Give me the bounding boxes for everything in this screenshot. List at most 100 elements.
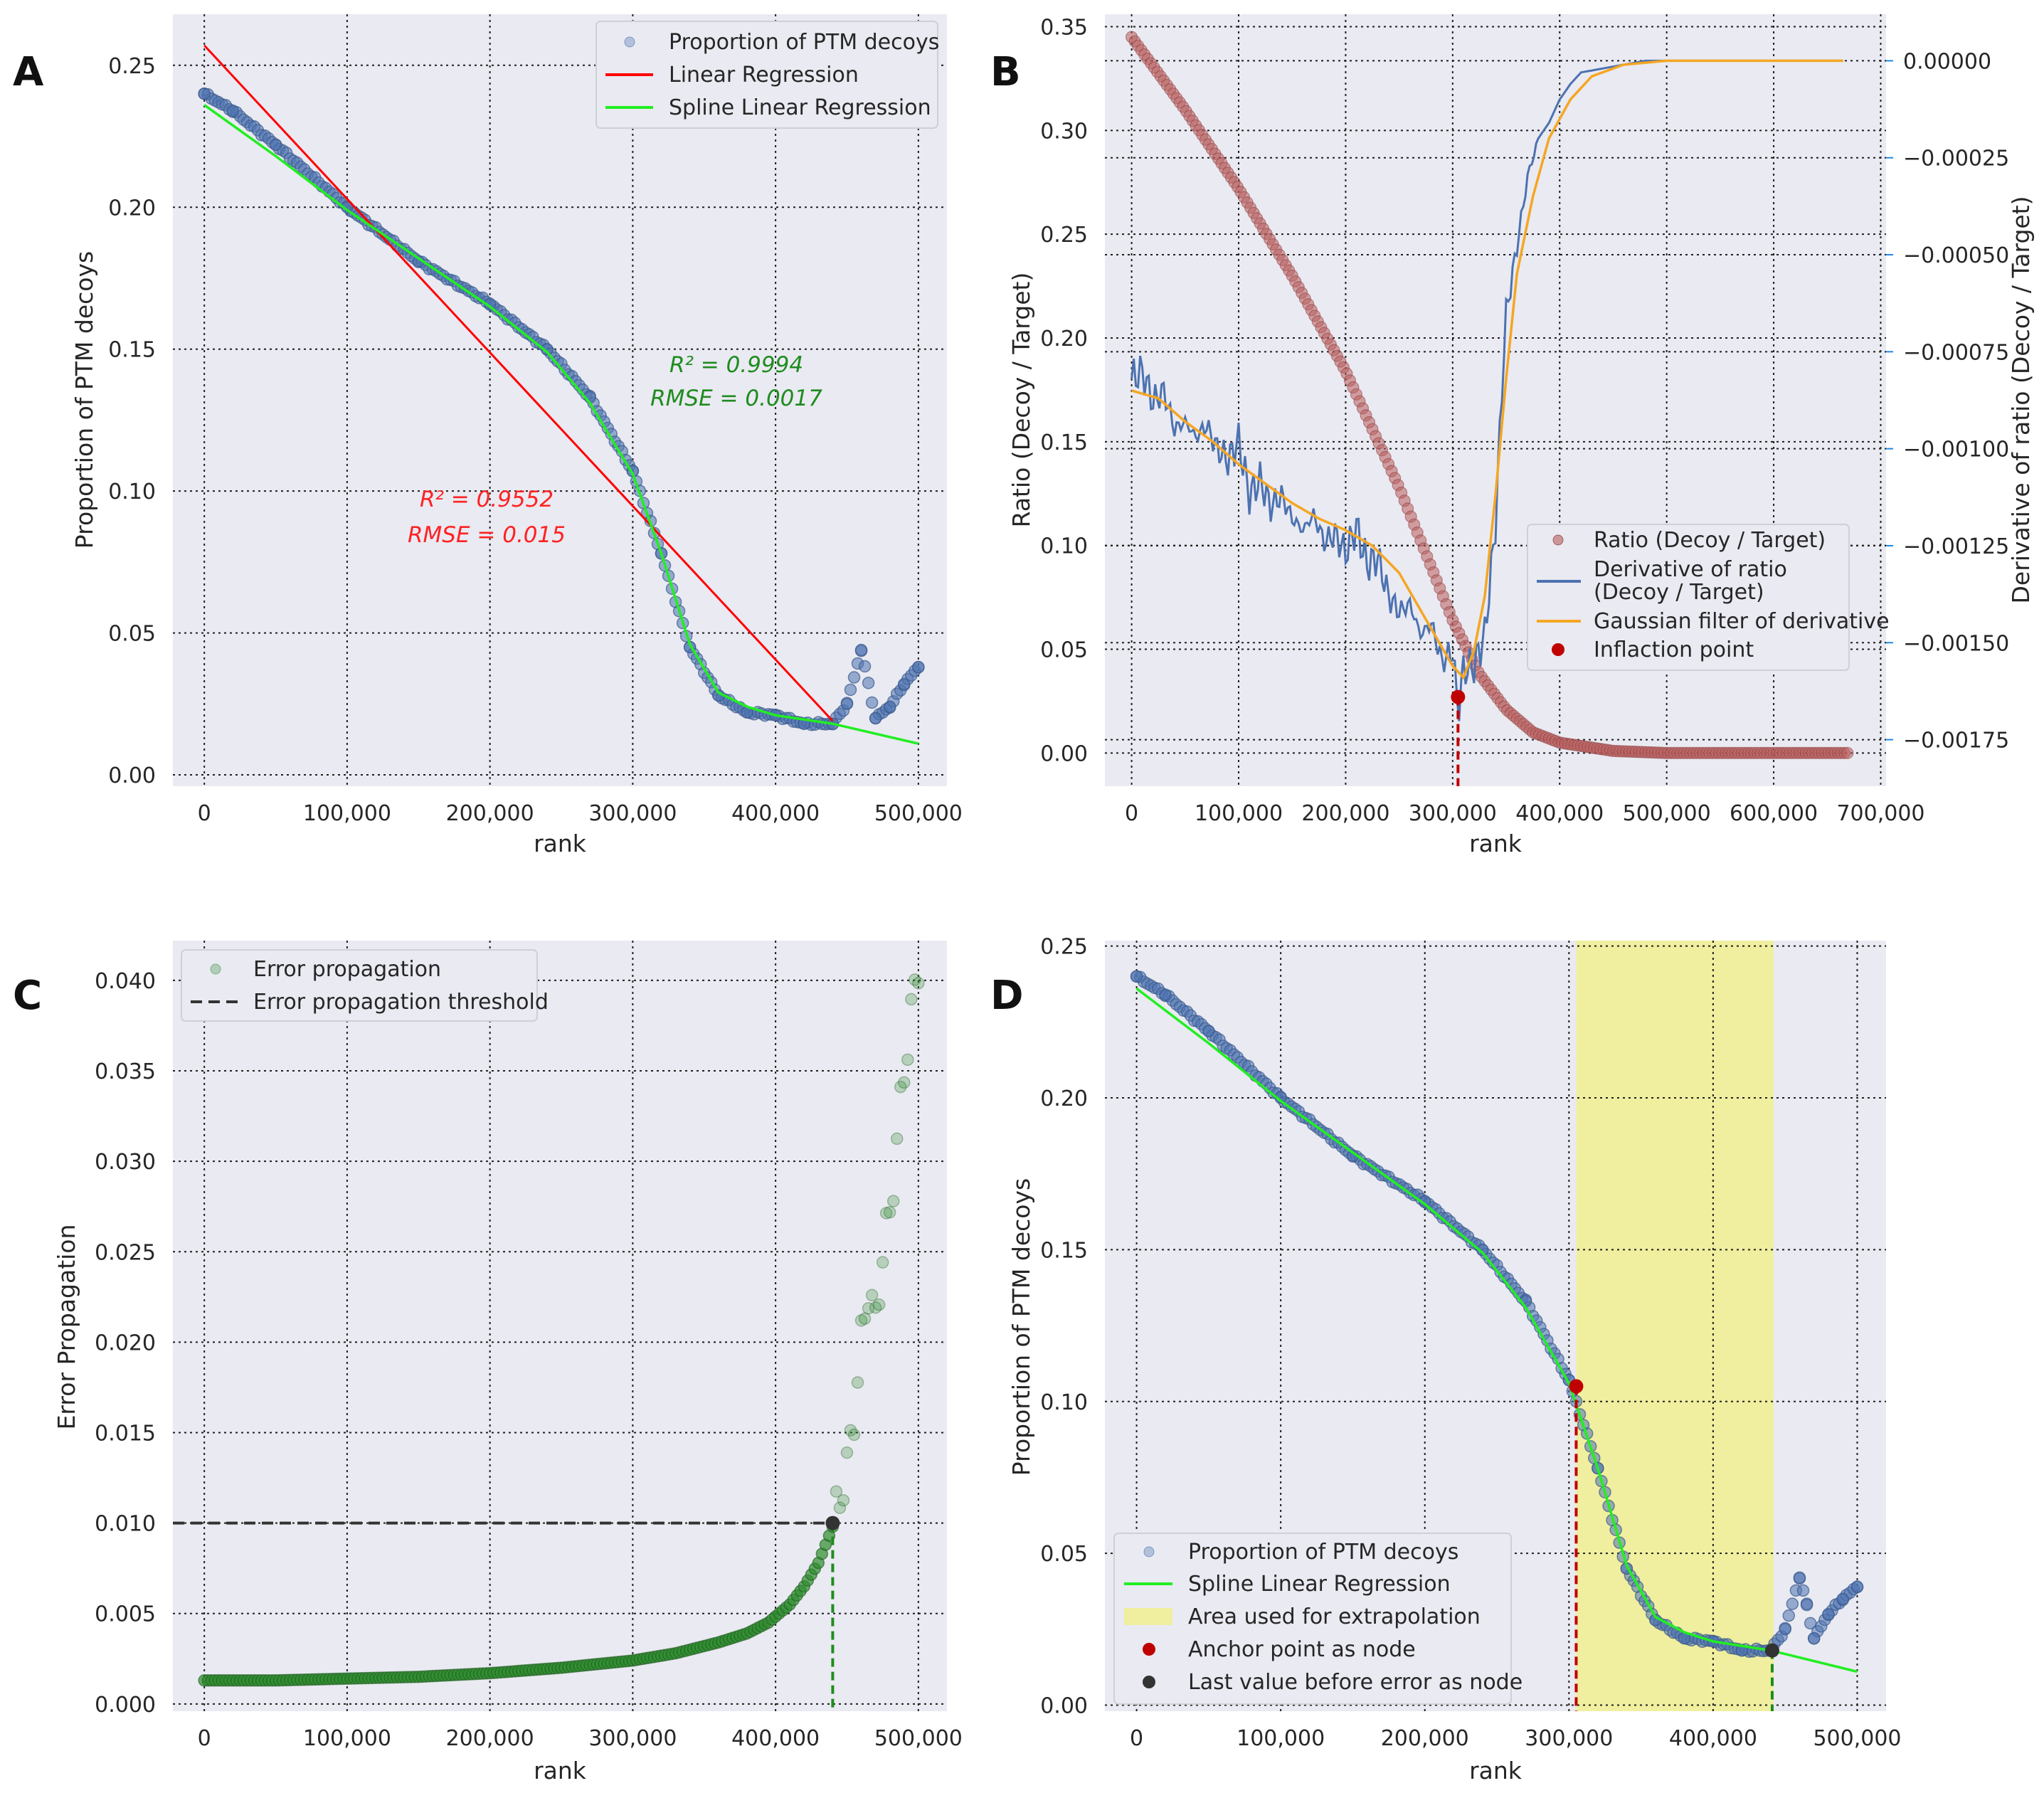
y-tick-label: 0.15 [1040, 1238, 1088, 1263]
legend-a-entry-3: Spline Linear Regression [669, 95, 931, 120]
legend-b-entry-3: Gaussian filter of derivative [1594, 609, 1890, 634]
x-tick-label: 500,000 [1813, 1726, 1901, 1751]
panel-letter-a: A [13, 49, 44, 95]
legend-b-entry-4: Inflaction point [1594, 638, 1754, 662]
legend-d-anchor-marker [1143, 1643, 1155, 1656]
x-tick-label: 500,000 [1623, 801, 1711, 826]
legend-d-entry-3: Area used for extrapolation [1188, 1604, 1481, 1629]
legend-b-entry-1: Ratio (Decoy / Target) [1594, 528, 1826, 553]
annot-linear-rmse: RMSE = 0.015 [408, 522, 566, 548]
ptm-decoy-point [1202, 1025, 1215, 1037]
error-propagation-point [840, 1446, 854, 1459]
legend-c-entry-1: Error propagation [253, 957, 441, 982]
ptm-decoy-point [1836, 1592, 1849, 1605]
panel-b-legend: Ratio (Decoy / Target) Derivative of rat… [1527, 524, 1890, 671]
panel-a-legend: Proportion of PTM decoys Linear Regressi… [595, 21, 939, 129]
x-tick-label: 700,000 [1836, 801, 1924, 826]
y-tick-label: 0.00 [1040, 741, 1088, 766]
y-right-tick-label: −0.00050 [1903, 243, 2009, 268]
y-right-tick-label: −0.00150 [1903, 631, 2009, 656]
panel-d-y-label: Proportion of PTM decoys [1007, 1178, 1035, 1476]
threshold-crossing-point [825, 1516, 840, 1530]
y-tick-label: 0.030 [95, 1150, 156, 1175]
panel-c-legend: Error propagation Error propagation thre… [181, 949, 549, 1022]
ptm-decoy-point [1782, 1609, 1796, 1622]
panel-c-legend-box [181, 949, 538, 1022]
legend-c-scatter-marker [210, 963, 221, 975]
panel-c-x-label: rank [534, 1757, 587, 1784]
ptm-decoy-point [854, 643, 868, 657]
legend-d-area-swatch [1124, 1608, 1172, 1625]
x-tick-label: 500,000 [874, 801, 963, 826]
y-tick-label: 0.20 [1040, 1086, 1088, 1111]
y-tick-label: 0.05 [108, 622, 156, 647]
y-tick-label: 0.25 [1040, 223, 1088, 248]
legend-d-last-value-marker [1143, 1676, 1155, 1688]
y-tick-label: 0.040 [95, 969, 156, 994]
error-propagation-point [872, 1298, 886, 1311]
ptm-decoy-point [1800, 1598, 1813, 1612]
y-tick-label: 0.005 [95, 1602, 156, 1627]
ptm-decoy-point [1159, 988, 1172, 1001]
ptm-decoy-point [869, 712, 882, 725]
y-tick-label: 0.010 [95, 1512, 156, 1537]
y-right-tick-label: −0.00075 [1903, 340, 2009, 365]
y-tick-label: 0.15 [108, 338, 156, 363]
inflection-point [1451, 689, 1466, 704]
panel-d-legend-box [1113, 1533, 1512, 1705]
panel-c-chart: 0 100,000 200,000 300,000 400,000 500,000 0.0… [53, 941, 963, 1784]
y-tick-label: 0.00 [1040, 1693, 1088, 1718]
x-tick-label: 100,000 [303, 801, 391, 826]
ratio-point [1841, 746, 1854, 759]
error-propagation-point [894, 1080, 907, 1094]
error-propagation-point [909, 973, 921, 986]
x-tick-label: 600,000 [1730, 801, 1818, 826]
error-propagation-point [844, 1424, 857, 1437]
ptm-decoy-point [1796, 1584, 1810, 1597]
linear-regression-line [203, 44, 834, 722]
ptm-decoy-point [1476, 1243, 1489, 1257]
error-propagation-point [858, 1312, 872, 1326]
ptm-decoy-point [541, 342, 554, 356]
error-propagation-point [886, 1195, 900, 1207]
panel-b-chart: 0 100,000 200,000 300,000 400,000 500,000 600,… [1007, 14, 2035, 857]
legend-d-scatter-marker [1143, 1546, 1155, 1557]
ptm-decoy-point [840, 697, 854, 711]
x-tick-label: 100,000 [303, 1726, 391, 1751]
panel-d-x-label: rank [1469, 1757, 1523, 1784]
panel-a-legend-box [595, 21, 938, 129]
x-tick-label: 300,000 [1409, 801, 1497, 826]
error-propagation-point [898, 1076, 911, 1089]
legend-c-entry-2: Error propagation threshold [253, 990, 549, 1015]
ptm-decoy-point [1793, 1571, 1806, 1584]
panel-d-legend: Proportion of PTM decoys Spline Linear R… [1113, 1533, 1523, 1705]
spline-regression-line [1135, 988, 1858, 1673]
panel-a-y-label: Proportion of PTM decoys [70, 251, 98, 549]
ptm-decoy-point [1807, 1631, 1821, 1645]
y-tick-label: 0.20 [1040, 327, 1088, 351]
x-tick-label: 400,000 [1515, 801, 1604, 826]
ptm-decoy-point [865, 696, 879, 709]
panel-b-y-label-left: Ratio (Decoy / Target) [1007, 273, 1035, 528]
ptm-decoy-point [912, 660, 925, 674]
error-propagation-point [883, 1206, 896, 1219]
legend-a-scatter-marker [624, 36, 635, 48]
gaussian-filter-line [1131, 59, 1843, 680]
x-tick-label: 100,000 [1195, 801, 1283, 826]
ptm-decoy-point [862, 677, 875, 689]
x-tick-label: 0 [198, 801, 211, 826]
last-value-node [1764, 1643, 1779, 1658]
y-tick-label: 0.035 [95, 1059, 156, 1084]
ptm-decoy-point [226, 104, 240, 117]
y-right-tick-label: −0.00175 [1903, 729, 2009, 753]
ptm-decoy-point [858, 660, 872, 673]
ptm-decoy-point [198, 87, 211, 100]
x-tick-label: 400,000 [731, 801, 820, 826]
x-tick-label: 300,000 [588, 1726, 677, 1751]
y-tick-label: 0.000 [95, 1693, 156, 1718]
legend-b-inflection-marker [1552, 643, 1564, 656]
error-propagation-point [862, 1302, 875, 1315]
ptm-decoy-point [847, 671, 861, 684]
x-tick-label: 300,000 [588, 801, 677, 826]
